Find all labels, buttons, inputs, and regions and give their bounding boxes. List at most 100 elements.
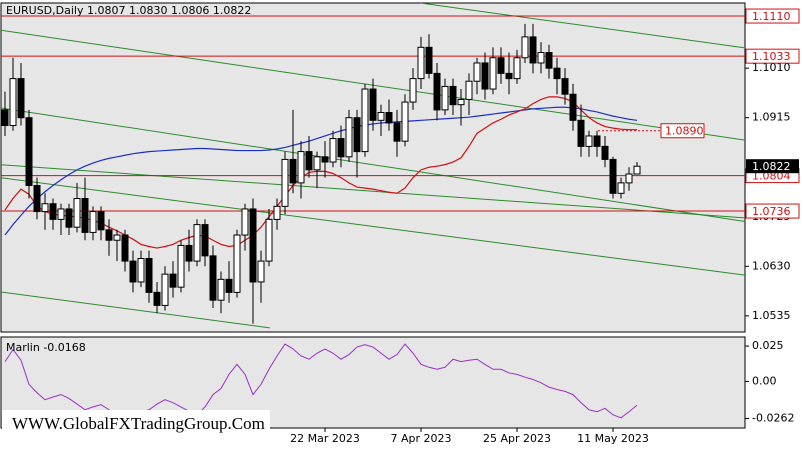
level-label: 1.0736: [752, 205, 791, 218]
candle-body: [121, 234, 129, 262]
last-price-label: 1.0822: [752, 160, 791, 173]
candle-body: [185, 244, 193, 262]
candle-body: [145, 257, 153, 293]
candle-body: [209, 255, 217, 301]
candle-body: [113, 234, 121, 241]
candle-body: [545, 52, 553, 69]
candle-body: [593, 135, 601, 147]
candle-body: [57, 208, 65, 220]
y-tick-label: 1.1010: [752, 61, 791, 74]
y-tick-label: 1.0535: [752, 309, 791, 322]
trend-line: [420, 3, 745, 49]
candle-body: [409, 78, 417, 103]
candle-body: [585, 135, 593, 147]
candle-body: [169, 273, 177, 288]
trend-line: [1, 177, 745, 276]
candle-body: [553, 67, 561, 80]
candle-body: [217, 278, 225, 301]
candle-body: [193, 224, 201, 262]
candle-body: [313, 156, 321, 171]
chart-title: EURUSD,Daily 1.0807 1.0830 1.0806 1.0822: [6, 4, 251, 17]
y2-tick-label: -0.0262: [752, 412, 794, 425]
candle-body: [633, 165, 641, 175]
candle-body: [345, 117, 353, 158]
candle-body: [473, 62, 481, 82]
candle-body: [177, 244, 185, 288]
candle-body: [265, 218, 273, 262]
candle-body: [417, 46, 425, 80]
candle-body: [601, 145, 609, 160]
candle-body: [321, 156, 329, 163]
moving-average: [4, 96, 637, 249]
candle-body: [377, 111, 385, 121]
level-label-box: [745, 8, 800, 24]
candle-body: [137, 257, 145, 283]
candle-body: [449, 85, 457, 106]
moving-average: [4, 106, 638, 236]
y2-tick-label: 0.025: [752, 339, 784, 352]
x-tick-label: 7 Apr 2023: [390, 432, 451, 445]
candle-body: [609, 158, 617, 194]
annotation-label: 1.0890: [665, 125, 704, 138]
candle-body: [25, 117, 33, 186]
candle-body: [617, 182, 625, 194]
main-plot: [1, 3, 745, 329]
candle-body: [241, 208, 249, 236]
indicator-label: Marlin -0.0168: [6, 341, 86, 354]
candle-body: [9, 78, 17, 127]
candle-body: [625, 173, 633, 184]
level-label: 1.1033: [752, 50, 791, 63]
y2-tick-label: 0.00: [752, 374, 777, 387]
candle-body: [273, 205, 281, 220]
candle-body: [129, 260, 137, 283]
candle-body: [1, 109, 9, 127]
candle-body: [369, 88, 377, 121]
candle-body: [97, 211, 105, 231]
level-label-box: [745, 203, 800, 219]
candle-body: [465, 80, 473, 100]
candle-body: [33, 184, 41, 213]
candle-body: [353, 117, 361, 153]
annotation-box: [660, 123, 705, 139]
candle-body: [41, 203, 49, 213]
main-panel: [0, 2, 746, 333]
candle-body: [433, 72, 441, 111]
candle-body: [329, 138, 337, 163]
candle-body: [73, 198, 81, 228]
candle-body: [521, 36, 529, 59]
candle-body: [89, 211, 97, 233]
candle-body: [489, 57, 497, 90]
candle-body: [257, 260, 265, 283]
candle-body: [561, 78, 569, 95]
candle-body: [337, 138, 345, 158]
candle-body: [577, 119, 585, 147]
candle-body: [49, 203, 57, 220]
candle-body: [81, 198, 89, 233]
candle-body: [65, 208, 73, 228]
candle-body: [457, 98, 465, 106]
candle-body: [393, 122, 401, 142]
trend-line: [1, 291, 270, 329]
candle-body: [537, 52, 545, 64]
level-label: 1.1110: [752, 10, 791, 23]
candle-body: [161, 273, 169, 306]
candle-body: [305, 151, 313, 171]
candle-body: [569, 93, 577, 121]
candle-body: [401, 101, 409, 142]
candle-body: [529, 36, 537, 64]
y-tick-label: 1.0630: [752, 259, 791, 272]
candle-body: [505, 72, 513, 80]
candle-body: [201, 224, 209, 257]
candle-body: [281, 158, 289, 207]
candle-body: [153, 291, 161, 306]
candle-body: [361, 88, 369, 153]
x-tick-label: 22 Mar 2023: [290, 432, 360, 445]
candle-body: [385, 111, 393, 124]
candle-body: [297, 151, 305, 184]
last-price-box: [746, 159, 799, 174]
candle-body: [481, 62, 489, 90]
candle-body: [289, 158, 297, 184]
watermark-box: [2, 410, 270, 438]
